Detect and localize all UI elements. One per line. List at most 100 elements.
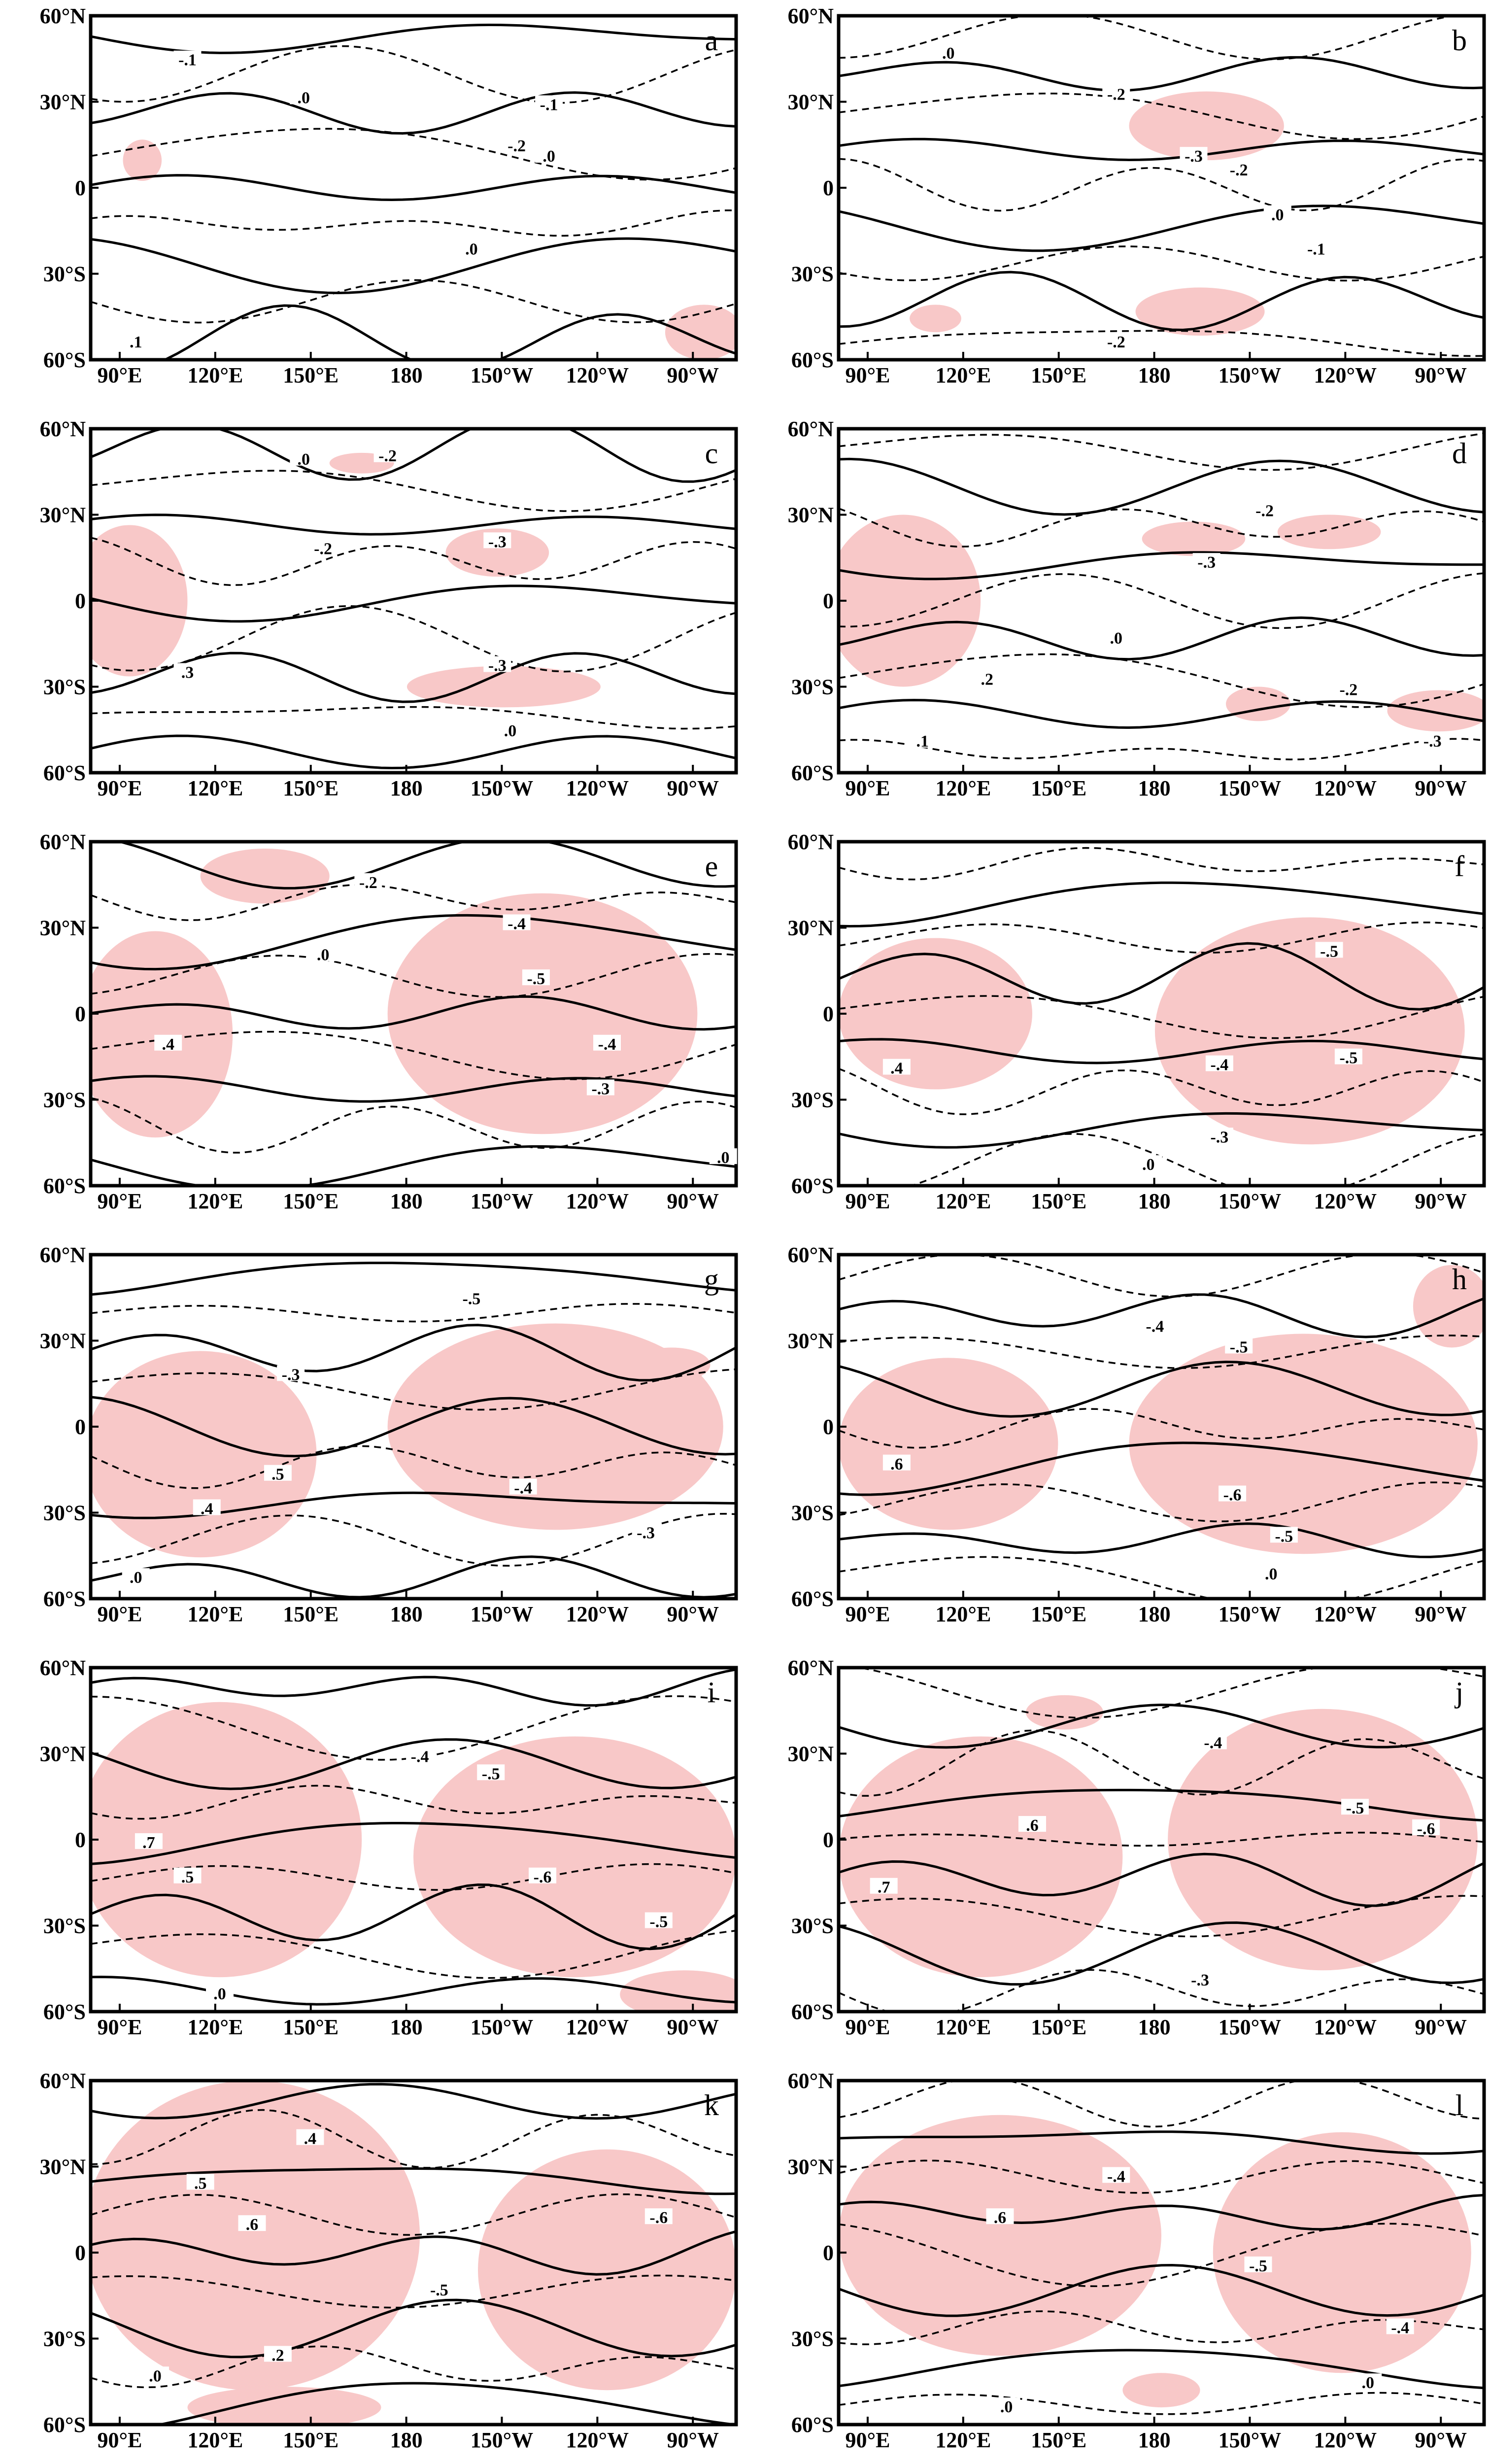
- contour-label-bg: [1270, 1527, 1298, 1543]
- contour-line: [91, 1930, 736, 1979]
- contour-label-bg: [309, 539, 337, 555]
- contour-label-bg: [154, 1034, 182, 1051]
- lon-label: 90°W: [667, 2428, 719, 2452]
- contour-label-bg: [1186, 1971, 1214, 1987]
- contour-label: -.5: [1275, 1527, 1293, 1545]
- contour-line: [91, 209, 736, 237]
- lat-label: 30°S: [43, 2327, 86, 2351]
- contour-label: -.2: [508, 137, 526, 155]
- lon-label: 90°E: [845, 2015, 890, 2039]
- lon-label: 150°E: [1031, 1602, 1086, 1626]
- contour-label: .6: [890, 1455, 903, 1473]
- contour-label: -.2: [359, 874, 377, 892]
- lat-label: 0: [823, 176, 834, 200]
- contour-label: .0: [298, 89, 310, 107]
- contour-line: [91, 1368, 736, 1411]
- lon-label: 90°W: [1415, 363, 1467, 387]
- contour-label-bg: [1257, 1565, 1285, 1581]
- lon-label: 150°E: [1031, 2428, 1086, 2452]
- contour-line: [91, 1512, 736, 1567]
- map-panel: 60°N 30°N 0 30°S 60°S 90°E 120°E 150°E 180 150°W 1…: [40, 1243, 738, 1626]
- lon-label: 120°E: [935, 776, 991, 800]
- contour-label-bg: [1205, 1055, 1233, 1071]
- contour-line: [839, 572, 1484, 629]
- contour-line: [91, 1097, 736, 1154]
- lat-label: 60°N: [40, 417, 86, 441]
- contour-label: .0: [542, 147, 555, 166]
- contour-label: .0: [1142, 1156, 1155, 1174]
- contour-line: [839, 1556, 1484, 1599]
- contour-label-bg: [1141, 1317, 1169, 1333]
- contour-label: .0: [504, 722, 517, 740]
- lon-label: 150°W: [1219, 2015, 1282, 2039]
- lon-label: 150°E: [1031, 1189, 1086, 1213]
- contour-label-bg: [973, 670, 1001, 686]
- contour-label-bg: [477, 1764, 505, 1780]
- contour-line: [839, 653, 1484, 708]
- contour-label-bg: [593, 1034, 621, 1051]
- lat-label: 60°S: [43, 2000, 86, 2024]
- contour-line: [839, 2159, 1484, 2194]
- contour-label-bg: [457, 1289, 485, 1305]
- contour-label-bg: [934, 43, 962, 60]
- contour-label-bg: [1180, 147, 1208, 163]
- lon-label: 150°W: [471, 2015, 534, 2039]
- contour-label-bg: [1412, 1819, 1440, 1836]
- contour-line: [839, 1788, 1484, 1822]
- contour-label-bg: [586, 1079, 614, 1095]
- lat-label: 60°N: [40, 830, 86, 854]
- lat-label: 30°N: [788, 503, 834, 527]
- lon-label: 120°W: [566, 2428, 629, 2452]
- contour-label: .1: [130, 333, 142, 351]
- contour-line: [114, 842, 736, 890]
- lon-label: 120°W: [566, 1602, 629, 1626]
- contour-label-bg: [529, 1867, 556, 1883]
- lat-label: 30°S: [791, 675, 834, 699]
- map-panel: 60°N 30°N 0 30°S 60°S 90°E 120°E 150°E 180 150°W 1…: [40, 2069, 738, 2452]
- contour-label-bg: [644, 2208, 673, 2224]
- map-panel: 60°N 30°N 0 30°S 60°S 90°E 120°E 150°E 180 150°W 1…: [788, 830, 1486, 1213]
- lon-label: 90°E: [97, 363, 142, 387]
- contour-label-bg: [1334, 680, 1362, 696]
- contour-line: [91, 1976, 736, 2006]
- panel-letter: k: [704, 2089, 719, 2122]
- lat-label: 0: [823, 1415, 834, 1439]
- map-background: [91, 429, 736, 773]
- contour-line: [91, 45, 736, 104]
- contour-line: [91, 429, 736, 483]
- contour-line: [839, 847, 1484, 881]
- contour-label-bg: [496, 721, 524, 738]
- lon-label: 120°E: [187, 2015, 243, 2039]
- contour-label: -.6: [1223, 1486, 1242, 1505]
- contour-line: [91, 884, 736, 922]
- contour-line: [839, 1831, 1484, 1847]
- map-content: [91, 1255, 736, 1599]
- map-panel: 60°N 30°N 0 30°S 60°S 90°E 120°E 150°E 180 150°W 1…: [788, 417, 1486, 800]
- contour-label: -.5: [462, 1290, 480, 1308]
- contour-label-bg: [1354, 2373, 1382, 2390]
- lon-label: 150°E: [283, 363, 339, 387]
- contour-label: -.2: [314, 540, 332, 558]
- contour-line: [839, 551, 1484, 581]
- contour-label-bg: [373, 446, 402, 462]
- lon-label: 90°E: [97, 1189, 142, 1213]
- lon-label: 150°E: [1031, 363, 1086, 387]
- contour-line: [839, 1481, 1484, 1522]
- map-background: [91, 16, 736, 360]
- contour-label: -.3: [637, 1524, 655, 1542]
- contour-label: .6: [994, 2209, 1007, 2227]
- contour-label: .6: [246, 2216, 259, 2234]
- map-panel: 60°N 30°N 0 30°S 60°S 90°E 120°E 150°E 180 150°W 1…: [40, 417, 738, 800]
- map-content: [91, 429, 736, 773]
- contour-label: -.4: [1391, 2319, 1409, 2337]
- contour-line: [855, 1668, 1484, 1719]
- contour-line: [91, 2298, 736, 2359]
- lat-label: 30°S: [43, 1088, 86, 1112]
- contour-label: -.3: [1185, 147, 1203, 166]
- lat-label: 60°N: [788, 4, 834, 28]
- lon-label: 120°W: [1314, 1189, 1377, 1213]
- contour-label-bg: [870, 1878, 898, 1894]
- lon-label: 120°E: [935, 363, 991, 387]
- contour-label: -.3: [1197, 553, 1216, 572]
- lat-label: 30°S: [791, 1088, 834, 1112]
